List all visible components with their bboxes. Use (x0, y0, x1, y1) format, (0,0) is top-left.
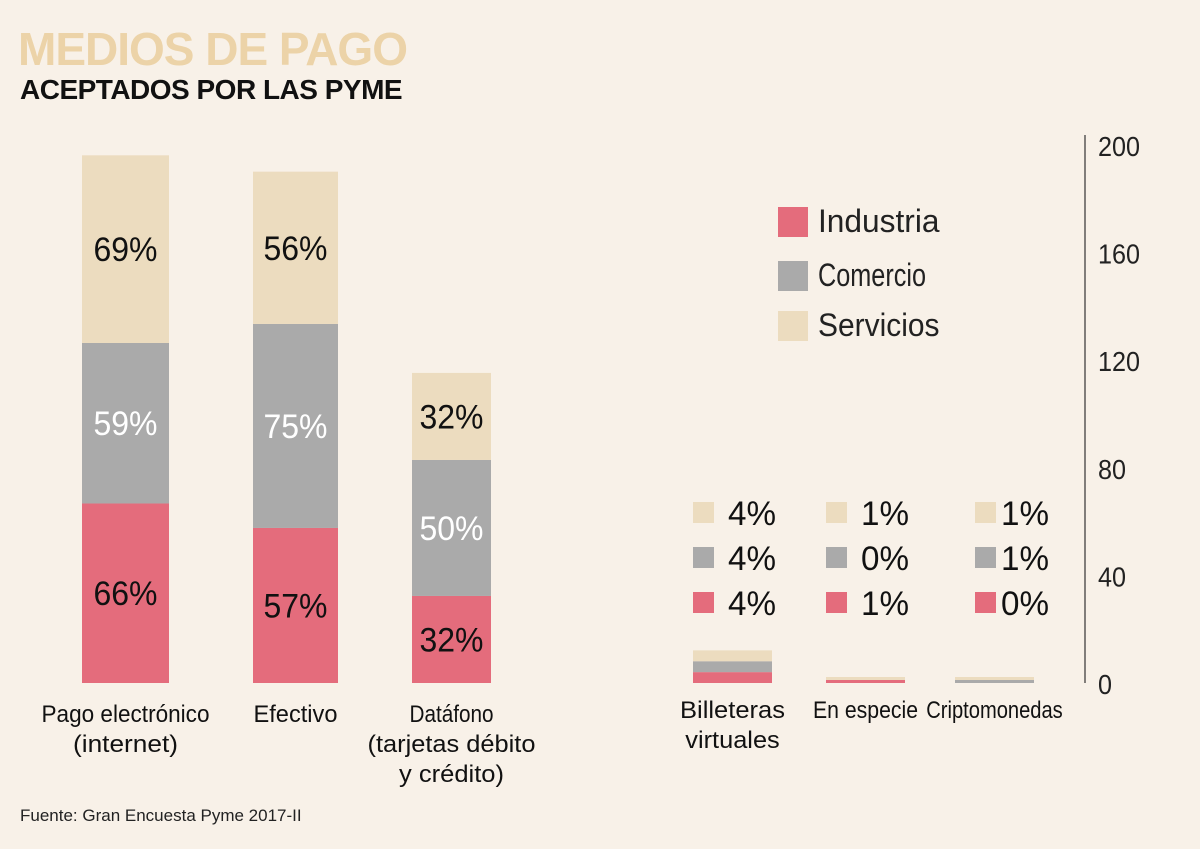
data-label: 50% (420, 510, 484, 548)
data-label: 1% (861, 585, 909, 623)
legend-label: Servicios (818, 307, 940, 343)
bar-segment-comercio (693, 661, 772, 673)
bar-segment-servicios (82, 155, 169, 343)
bar-segment-servicios (826, 677, 905, 680)
legend-label: Comercio (818, 257, 926, 293)
category-label: Criptomonedas (926, 697, 1063, 724)
legend-swatch-comercio (975, 547, 996, 568)
source-note: Fuente: Gran Encuesta Pyme 2017-II (20, 806, 302, 825)
category-label: (internet) (73, 731, 178, 758)
chart-subtitle: ACEPTADOS POR LAS PYME (20, 74, 403, 105)
data-label: 0% (861, 540, 909, 578)
bar-segment-comercio (412, 459, 491, 596)
data-label: 66% (94, 575, 158, 613)
category-label: En especie (813, 697, 918, 724)
data-label: 4% (728, 585, 776, 623)
data-label: 4% (728, 495, 776, 533)
category-label: virtuales (685, 727, 780, 754)
legend-swatch-industria (826, 592, 847, 613)
bar-segment-comercio (253, 323, 338, 528)
legend-label: Industria (818, 203, 940, 239)
data-label: 57% (264, 587, 328, 625)
bar-segment-industria (253, 527, 338, 683)
category-label: Efectivo (254, 701, 338, 728)
bar-segment-comercio (955, 680, 1034, 683)
data-label: 4% (728, 540, 776, 578)
category-label: Datáfono (410, 701, 494, 728)
legend-swatch-industria (975, 592, 996, 613)
legend-swatch-servicios (693, 502, 714, 523)
bar-segment-servicios (693, 650, 772, 662)
legend-swatch-comercio (826, 547, 847, 568)
category-label: Pago electrónico (42, 701, 210, 728)
bar-segment-industria (82, 503, 169, 683)
y-tick-label: 160 (1098, 239, 1140, 270)
data-label: 59% (94, 405, 158, 443)
bar-segment-industria (693, 672, 772, 683)
y-tick-label: 0 (1098, 669, 1112, 700)
data-label: 1% (1001, 540, 1049, 578)
data-label: 1% (1001, 495, 1049, 533)
legend-swatch-industria (778, 207, 808, 237)
data-label: 1% (861, 495, 909, 533)
data-label: 75% (264, 408, 328, 446)
chart-title: MEDIOS DE PAGO (18, 23, 408, 75)
legend-swatch-industria (693, 592, 714, 613)
category-label: Billeteras (680, 697, 785, 724)
bar-segment-industria (826, 680, 905, 683)
legend-swatch-servicios (778, 311, 808, 341)
legend-swatch-comercio (693, 547, 714, 568)
y-tick-label: 200 (1098, 131, 1140, 162)
data-label: 0% (1001, 585, 1049, 623)
bar-segment-comercio (82, 343, 169, 504)
legend-swatch-servicios (826, 502, 847, 523)
bar-segment-servicios (955, 677, 1034, 680)
y-tick-label: 40 (1098, 561, 1126, 592)
y-tick-label: 80 (1098, 454, 1126, 485)
bar-segment-servicios (412, 372, 491, 460)
data-label: 69% (94, 231, 158, 269)
category-label: y crédito) (399, 761, 504, 788)
data-label: 32% (420, 398, 484, 436)
y-tick-label: 120 (1098, 346, 1140, 377)
bar-segment-industria (412, 595, 491, 683)
data-label: 56% (264, 230, 328, 268)
legend-swatch-comercio (778, 261, 808, 291)
category-label: (tarjetas débito (368, 731, 536, 758)
legend-swatch-servicios (975, 502, 996, 523)
bar-segment-servicios (253, 171, 338, 324)
data-label: 32% (420, 621, 484, 659)
